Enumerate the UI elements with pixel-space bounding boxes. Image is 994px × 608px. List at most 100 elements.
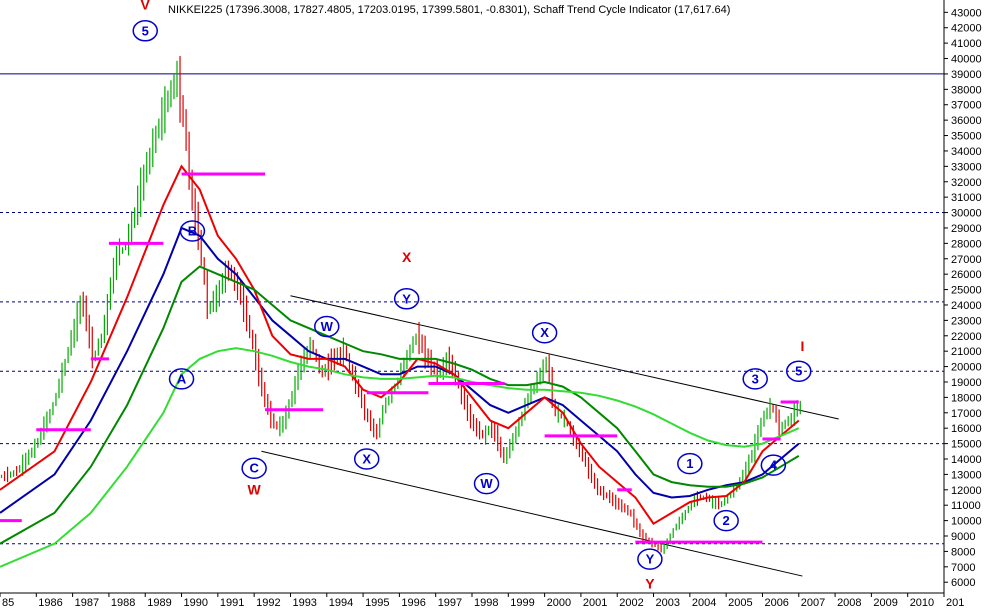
price-tick-label: 39000 [951,69,982,81]
wave-label-text: 5 [795,364,802,379]
wave-label-circle [677,452,703,475]
wave-label-text: A [177,371,187,386]
wave-label-red: I [800,338,804,354]
price-tick-label: 24000 [951,300,982,312]
time-tick-label: 2003 [656,597,680,608]
channel-lines [261,295,839,577]
time-tick-label: 2002 [619,597,643,608]
price-tick-label: 28000 [951,238,982,250]
price-tick-label: 21000 [951,346,982,358]
time-tick-label: 2006 [764,597,788,608]
time-tick-label: 1994 [329,597,353,608]
wave-label-red: V [141,0,151,12]
price-tick-label: 16000 [951,423,982,435]
time-tick-label: 2010 [910,597,934,608]
price-tick-label: 22000 [951,331,982,343]
wave-label-text: 2 [723,513,730,528]
price-tick-label: 13000 [951,469,982,481]
price-tick-label: 6000 [951,577,975,589]
time-axis-ticks: 85 1986 1987 1988 1989 1990 1991 1992 1993 1994 19… [0,593,964,608]
price-tick-label: 20000 [951,362,982,374]
time-tick-label: 1998 [474,597,498,608]
channel-line [290,295,839,420]
wave-label-text: C [249,461,259,476]
price-tick-label: 7000 [951,562,975,574]
price-tick-label: 40000 [951,54,982,66]
time-tick-label: 1999 [510,597,534,608]
price-tick-label: 42000 [951,23,982,35]
wave-label-text: W [321,319,334,334]
wave-label-circle [241,457,267,479]
wave-label-text: Y [402,291,411,306]
time-tick-label: 2008 [837,597,861,608]
price-tick-label: 9000 [951,531,975,543]
price-tick-label: 27000 [951,254,982,266]
moving-average-line [0,347,800,568]
price-tick-label: 23000 [951,315,982,327]
channel-line [261,450,803,577]
wave-label-text: X [540,325,549,340]
wave-label-text: X [362,451,371,466]
price-tick-label: 37000 [951,100,982,112]
price-tick-label: 29000 [951,223,982,235]
price-tick-label: 34000 [951,146,982,158]
time-tick-label: 1988 [111,597,135,608]
price-tick-label: 25000 [951,285,982,297]
wave-label-circle [132,20,158,42]
time-tick-label: 2004 [692,597,716,608]
wave-label-circle [531,321,558,344]
price-tick-label: 38000 [951,84,982,96]
wave-label-red: W [248,481,262,497]
wave-label-circle [473,472,500,495]
wave-label-red: X [402,249,412,265]
moving-average-line [0,265,800,545]
price-tick-label: 36000 [951,115,982,127]
wave-label-text: 4 [770,458,778,473]
wave-label-circle [637,548,663,570]
price-tick-label: 14000 [951,454,982,466]
wave-label-circle [786,360,812,382]
wave-label-circle [742,368,768,390]
wave-label-text: 5 [142,23,149,38]
price-tick-label: 10000 [951,516,982,528]
price-tick-label: 8000 [951,546,975,558]
wave-label-circle [713,509,739,532]
time-tick-label: 1997 [438,597,462,608]
price-tick-label: 32000 [951,177,982,189]
moving-averages [0,164,800,568]
price-tick-label: 26000 [951,269,982,281]
price-tick-label: 43000 [951,7,982,19]
price-tick-label: 11000 [951,500,981,512]
wave-label-text: 3 [752,371,759,386]
time-tick-label: 1993 [292,597,316,608]
price-tick-label: 33000 [951,161,982,173]
time-tick-label: 2005 [728,597,752,608]
wave-label-circle [393,288,420,310]
price-tick-label: 15000 [951,439,982,451]
wave-label-circle [314,315,340,338]
wave-label-text: W [480,476,493,491]
price-tick-label: 35000 [951,131,982,143]
price-axis-ticks: 6000 7000 8000 9000 10000 11000 12000 13000 1400… [944,7,982,589]
wave-label-circle [168,368,195,390]
time-tick-label: 1991 [220,597,244,608]
price-tick-label: 12000 [951,485,982,497]
time-tick-label: 2009 [873,597,897,608]
price-tick-label: 19000 [951,377,982,389]
time-tick-label: 2000 [547,597,571,608]
wave-label-circle [179,220,206,242]
wave-label-red: Y [645,575,655,591]
moving-average-line [0,226,800,514]
time-tick-label: 201 [946,597,964,608]
time-tick-label: 2007 [801,597,825,608]
time-tick-label: 2001 [583,597,607,608]
time-tick-label: 1989 [147,597,171,608]
wave-label-circle [353,448,380,470]
time-tick-label: 1987 [75,597,99,608]
wave-label-text: Y [646,552,655,567]
time-tick-label: 1986 [38,597,62,608]
